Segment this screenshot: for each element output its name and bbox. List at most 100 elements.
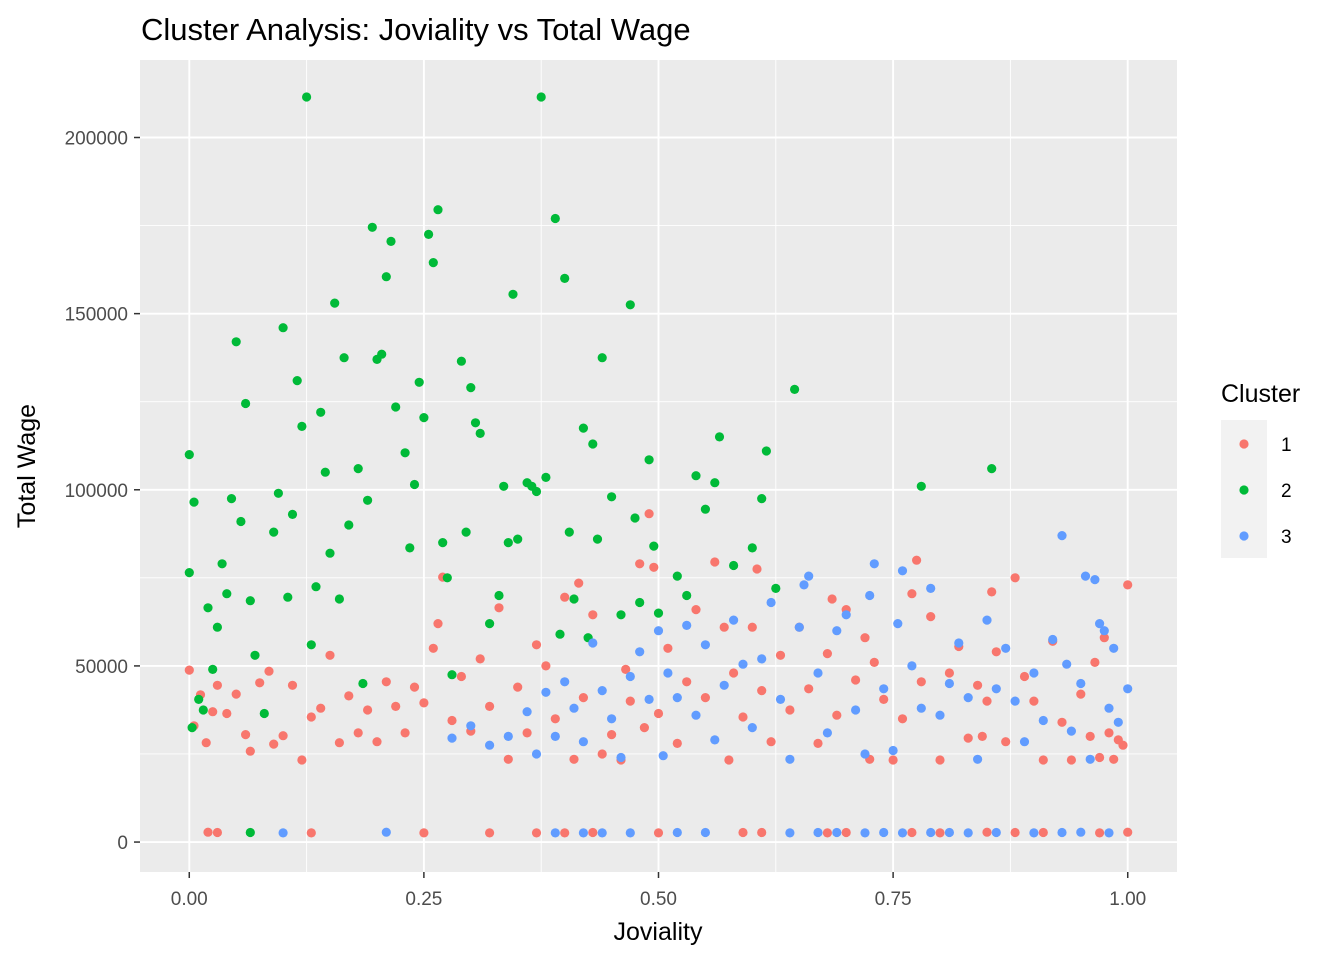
data-point-cluster-1 <box>485 828 495 838</box>
data-point-cluster-1 <box>391 701 401 712</box>
data-point-cluster-2 <box>616 610 626 620</box>
data-point-cluster-1 <box>306 828 316 838</box>
data-point-cluster-1 <box>869 657 879 668</box>
data-point-cluster-1 <box>912 555 922 565</box>
data-point-cluster-1 <box>433 619 443 629</box>
legend: Cluster 1 2 3 <box>1221 380 1300 558</box>
data-point-cluster-3 <box>597 828 607 838</box>
data-point-cluster-2 <box>297 421 307 431</box>
data-point-cluster-2 <box>405 543 415 553</box>
data-point-cluster-2 <box>513 534 523 544</box>
data-point-cluster-3 <box>926 827 936 838</box>
data-point-cluster-1 <box>475 654 485 664</box>
data-point-cluster-3 <box>625 671 635 682</box>
data-point-cluster-2 <box>916 481 926 491</box>
data-point-cluster-1 <box>738 712 748 722</box>
data-point-cluster-3 <box>860 749 870 759</box>
data-point-cluster-2 <box>400 448 410 458</box>
data-point-cluster-3 <box>775 694 786 705</box>
data-point-cluster-1 <box>982 696 992 706</box>
data-point-cluster-1 <box>372 737 382 747</box>
data-point-cluster-1 <box>203 827 213 837</box>
data-point-cluster-1 <box>560 592 570 602</box>
data-point-cluster-1 <box>1038 827 1048 838</box>
data-point-cluster-1 <box>621 664 631 675</box>
data-point-cluster-1 <box>353 728 363 738</box>
data-point-cluster-2 <box>649 541 659 551</box>
data-point-cluster-2 <box>381 272 391 282</box>
y-tick-label: 0 <box>117 833 128 854</box>
data-point-cluster-2 <box>438 538 448 548</box>
data-point-cluster-3 <box>935 710 945 720</box>
data-point-cluster-1 <box>522 728 532 738</box>
data-point-cluster-2 <box>761 446 772 456</box>
data-point-cluster-3 <box>1099 626 1109 636</box>
data-point-cluster-2 <box>231 337 241 347</box>
x-tick-label: 0.75 <box>875 889 912 910</box>
data-point-cluster-3 <box>597 686 607 696</box>
data-point-cluster-3 <box>888 745 898 756</box>
data-point-cluster-3 <box>879 684 889 694</box>
data-point-cluster-3 <box>944 678 955 689</box>
data-point-cluster-1 <box>757 827 767 838</box>
data-point-cluster-3 <box>897 566 908 576</box>
data-point-cluster-3 <box>860 828 870 838</box>
data-point-cluster-1 <box>494 603 504 613</box>
data-point-cluster-1 <box>757 686 767 696</box>
data-point-cluster-2 <box>653 608 664 618</box>
data-point-cluster-3 <box>1104 703 1114 713</box>
data-point-cluster-1 <box>578 693 589 703</box>
data-point-cluster-1 <box>419 698 429 708</box>
data-point-cluster-2 <box>555 629 565 639</box>
data-point-cluster-1 <box>625 696 635 706</box>
data-point-cluster-2 <box>353 464 363 474</box>
y-tick-label: 200000 <box>65 129 128 150</box>
data-point-cluster-1 <box>1038 755 1048 765</box>
data-point-cluster-3 <box>1090 575 1100 585</box>
data-point-cluster-3 <box>1076 827 1086 837</box>
y-tick-label: 150000 <box>65 305 128 326</box>
data-point-cluster-2 <box>203 603 213 613</box>
data-point-cluster-2 <box>470 418 481 428</box>
data-point-cluster-1 <box>201 738 211 748</box>
data-point-cluster-1 <box>724 755 734 765</box>
data-point-cluster-3 <box>503 731 513 742</box>
data-point-cluster-1 <box>1118 740 1128 750</box>
data-point-cluster-1 <box>851 675 861 685</box>
data-point-cluster-2 <box>456 356 466 366</box>
data-point-cluster-1 <box>907 589 917 599</box>
data-point-cluster-1 <box>456 671 466 682</box>
data-point-cluster-1 <box>1001 737 1011 747</box>
data-point-cluster-3 <box>1109 643 1119 653</box>
data-point-cluster-1 <box>897 714 908 724</box>
data-point-cluster-2 <box>494 590 504 601</box>
data-point-cluster-1 <box>550 714 560 724</box>
data-point-cluster-2 <box>269 527 279 537</box>
data-point-cluster-1 <box>977 731 987 742</box>
data-point-cluster-2 <box>367 222 377 232</box>
data-point-cluster-1 <box>738 827 748 838</box>
data-point-cluster-2 <box>184 568 194 578</box>
data-point-cluster-1 <box>935 828 945 838</box>
data-point-cluster-1 <box>503 754 513 764</box>
data-point-cluster-2 <box>485 619 495 629</box>
data-point-cluster-2 <box>386 236 396 246</box>
data-point-cluster-2 <box>226 494 237 504</box>
data-point-cluster-1 <box>212 680 222 690</box>
data-point-cluster-1 <box>700 693 711 703</box>
data-point-cluster-1 <box>963 733 973 743</box>
data-point-cluster-3 <box>682 620 692 631</box>
y-tick-label: 100000 <box>65 481 128 502</box>
data-point-cluster-3 <box>916 703 926 713</box>
data-point-cluster-3 <box>1076 678 1086 689</box>
data-point-cluster-1 <box>644 509 654 519</box>
data-point-cluster-2 <box>330 298 340 308</box>
data-point-cluster-3 <box>466 721 476 731</box>
data-point-cluster-1 <box>316 703 326 713</box>
data-point-cluster-3 <box>672 693 682 703</box>
data-point-cluster-3 <box>785 828 795 838</box>
data-point-cluster-1 <box>663 643 673 653</box>
data-point-cluster-1 <box>987 587 997 597</box>
data-point-cluster-3 <box>869 559 879 569</box>
